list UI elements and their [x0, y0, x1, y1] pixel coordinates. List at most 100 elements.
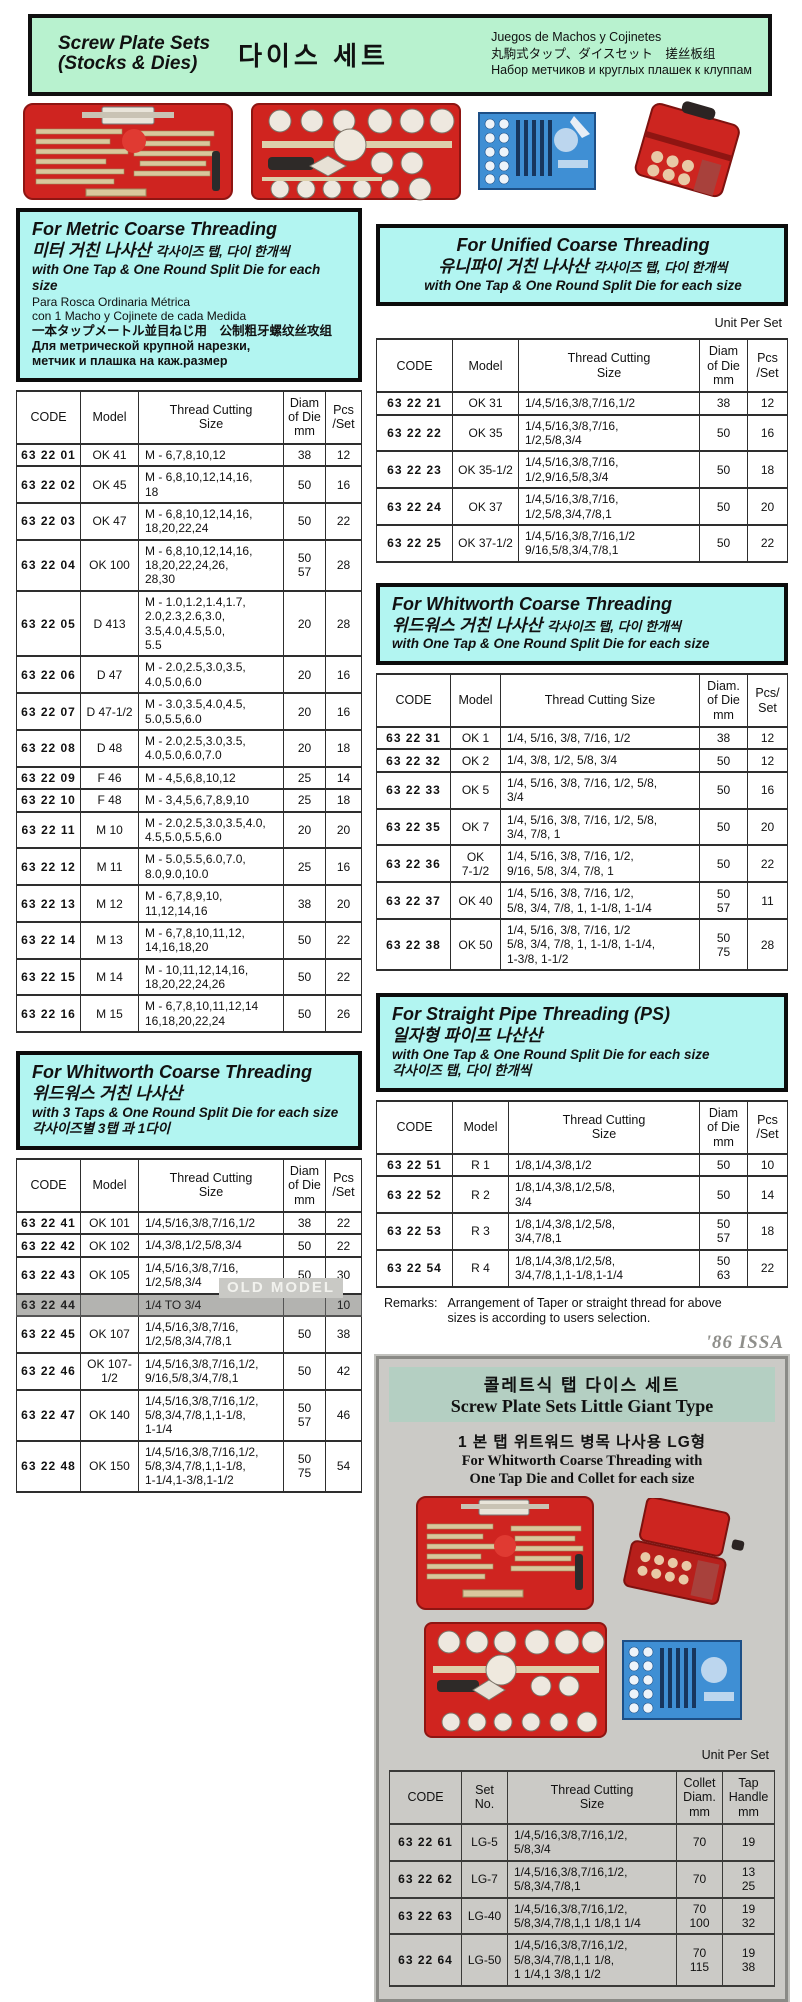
little-giant-title-en: Screw Plate Sets Little Giant Type [450, 1395, 714, 1416]
whitworth-three-title-en: For Whitworth Coarse Threading [32, 1062, 313, 1083]
table-cell: 63 22 53 [376, 1212, 453, 1251]
table-cell: 63 22 38 [376, 917, 451, 972]
table-row: 63 22 41 OK 101 1/4,5/16,3/8,7/16,1/2 38 22 [16, 1210, 362, 1236]
table-cell: M - 3.0,3.5,4.0,4.5, 5.0,5.5,6.0 [138, 692, 284, 731]
metric-table: CODE Model Thread Cutting Size Diam of Die … [16, 389, 362, 1034]
table-cell: 70 100 [676, 1896, 723, 1936]
table-cell: 63 22 13 [16, 884, 81, 923]
column-header: Pcs /Set [747, 338, 788, 394]
table-cell: 63 22 61 [389, 1823, 462, 1862]
table-cell: 63 22 42 [16, 1233, 81, 1258]
table-cell: 12 [747, 726, 788, 751]
table-cell: OK 1 [450, 726, 501, 751]
header-row: CODE Model Thread Cutting Size Diam of Die … [376, 1099, 788, 1155]
table-cell: OK 7 [450, 807, 501, 847]
table-cell: 63 22 47 [16, 1388, 81, 1442]
metric-line-es1: Para Rosca Ordinaria Métrica [32, 294, 191, 309]
table-row: 63 22 32 OK 2 1/4, 3/8, 1/2, 5/8, 3/4 50 12 [376, 748, 788, 773]
little-giant-title-ko: 콜레트식 탭 다이스 세트 [483, 1375, 681, 1395]
table-cell: OK 35-1/2 [452, 450, 519, 490]
table-row: 63 22 44 1/4 TO 3/4 OLD MODEL 10 [16, 1277, 362, 1317]
table-cell: 25 [283, 765, 326, 791]
table-cell: 19 38 [722, 1933, 775, 1987]
column-header: Set No. [461, 1769, 508, 1826]
left-column: For Metric Coarse Threading 미터 거친 나사산 각사… [16, 208, 362, 1493]
table-row: 63 22 31 OK 1 1/4, 5/16, 3/8, 7/16, 1/2 38 1… [376, 726, 788, 751]
carry-case-photo [634, 100, 740, 197]
table-cell: 50 [283, 920, 326, 960]
little-giant-box: 콜레트식 탭 다이스 세트 Screw Plate Sets Little Gi… [374, 1353, 790, 2002]
table-cell: 63 22 21 [376, 391, 453, 416]
table-cell: 1/8,1/4,3/8,1/2,5/8, 3/4,7/8,1,1-1/8,1-1… [508, 1248, 700, 1288]
table-cell: 42 [325, 1351, 362, 1391]
table-row: 63 22 12 M 11 M - 5.0,5.5,6.0,7.0, 8.0,9.0… [16, 847, 362, 887]
table-cell: 63 22 46 [16, 1351, 81, 1391]
header-row: CODE Model Thread Cutting Size Diam. of Die… [376, 672, 788, 729]
little-giant-title: 콜레트식 탭 다이스 세트 Screw Plate Sets Little Gi… [389, 1366, 775, 1422]
table-cell: 12 [747, 391, 788, 416]
table-cell: 63 22 16 [16, 994, 81, 1034]
column-header: Diam of Die mm [283, 389, 326, 445]
table-cell: 1/4,5/16,3/8,7/16,1/2, 5/8,3/4,7/8,1,1 1… [507, 1896, 677, 1936]
table-cell: OK 35 [452, 413, 519, 453]
table-cell: 63 22 04 [16, 538, 81, 592]
table-cell: 63 22 52 [376, 1175, 453, 1215]
table-row: 63 22 37 OK 40 1/4, 5/16, 3/8, 7/16, 1/2, … [376, 881, 788, 920]
table-cell: 50 57 [699, 1212, 748, 1251]
table-cell: OK 47 [80, 501, 139, 541]
table-cell: 50 [699, 1152, 748, 1178]
table-cell: OK 45 [80, 465, 139, 504]
table-cell: 63 22 11 [16, 810, 81, 850]
table-row: 63 22 61 LG-5 1/4,5/16,3/8,7/16,1/2, 5/8,3… [389, 1823, 775, 1862]
table-cell: R 2 [452, 1175, 509, 1215]
column-header: Pcs /Set [325, 389, 362, 445]
page-banner: Screw Plate Sets (Stocks & Dies) 다이스 세트 … [28, 14, 772, 96]
table-cell: 1/4, 5/16, 3/8, 7/16, 1/2 [500, 726, 700, 751]
column-header: CODE [376, 672, 451, 729]
table-cell: OK 100 [80, 538, 139, 592]
tap-set-photo [23, 102, 233, 200]
table-cell: 50 57 [283, 1388, 326, 1442]
table-cell: 16 [325, 692, 362, 731]
table-cell: F 46 [80, 765, 139, 791]
table-cell: 25 [283, 847, 326, 887]
table-cell: D 48 [80, 729, 139, 768]
table-cell: 50 63 [699, 1248, 748, 1288]
column-header: Pcs /Set [325, 1157, 362, 1214]
pipe-section-header: For Straight Pipe Threading (PS) 일자형 파이프… [376, 993, 788, 1092]
table-row: 63 22 13 M 12 M - 6,7,8,9,10, 11,12,14,16 3… [16, 884, 362, 923]
table-cell: 63 22 48 [16, 1439, 81, 1493]
table-row: 63 22 07 D 47-1/2 M - 3.0,3.5,4.0,4.5, 5.0… [16, 692, 362, 731]
table-row: 63 22 36 OK 7-1/2 1/4, 5/16, 3/8, 7/16, 1/… [376, 844, 788, 884]
table-row: 63 22 15 M 14 M - 10,11,12,14,16, 18,20,22… [16, 957, 362, 997]
table-row: 63 22 16 M 15 M - 6,7,8,10,11,12,14 16,18,… [16, 994, 362, 1034]
right-column: For Unified Coarse Threading 유니파이 거친 나사산… [374, 208, 790, 2002]
table-cell: OK 41 [80, 442, 139, 468]
table-cell: 20 [747, 487, 788, 527]
table-cell: 22 [747, 1248, 788, 1288]
table-cell: 22 [325, 920, 362, 960]
table-cell: 63 22 22 [376, 413, 453, 453]
table-cell: 50 57 [283, 538, 326, 592]
table-cell: OK 101 [80, 1210, 139, 1236]
table-cell: 63 22 05 [16, 589, 81, 658]
table-row: 63 22 05 D 413 M - 1.0,1.2,1.4,1.7, 2.0,2.… [16, 589, 362, 658]
table-cell: 20 [325, 810, 362, 850]
table-cell: 18 [747, 1212, 788, 1251]
little-giant-photos [389, 1494, 775, 1740]
unified-title-ko-sub: 각사이즈 탭, 다이 한개씩 [593, 259, 728, 275]
unified-subtitle-en: with One Tap & One Round Split Die for e… [424, 277, 742, 293]
table-row: 63 22 52 R 2 1/8,1/4,3/8,1/2,5/8, 3/4 50 14 [376, 1175, 788, 1215]
whitworth-one-subtitle-en: with One Tap & One Round Split Die for e… [392, 636, 710, 652]
column-header: Model [80, 389, 139, 445]
column-header: CODE [389, 1769, 462, 1826]
table-cell: 1/4,5/16,3/8,7/16,1/2, 5/8,3/4,7/8,1,1-1… [138, 1388, 284, 1442]
table-cell: 63 22 32 [376, 748, 451, 773]
table-cell: 1/4,5/16,3/8,7/16,1/2, 9/16,5/8,3/4,7/8,… [138, 1351, 284, 1391]
table-cell: M 12 [80, 884, 139, 923]
table-cell: 16 [325, 847, 362, 887]
product-photo-strip [0, 96, 802, 202]
table-cell: 38 [325, 1314, 362, 1354]
header-row: CODE Model Thread Cutting Size Diam of Die … [376, 338, 788, 394]
table-cell: OK 2 [450, 748, 501, 773]
